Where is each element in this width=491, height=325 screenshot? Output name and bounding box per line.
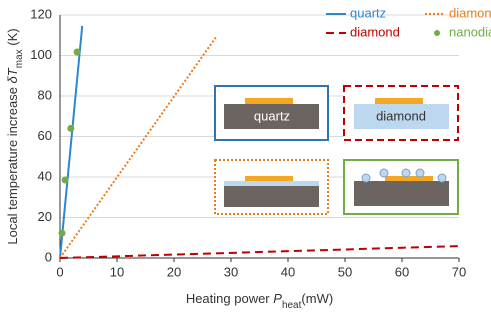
y-tick-label: 100	[30, 47, 52, 62]
substrate	[354, 181, 449, 206]
y-axis-title-part: δT	[5, 67, 20, 83]
x-axis-title-part: (mW)	[301, 291, 333, 306]
x-tick-label: 40	[281, 264, 295, 279]
insets: quartz diamond	[214, 85, 459, 215]
inset-label: quartz	[254, 108, 290, 123]
x-tick-label: 10	[110, 264, 124, 279]
x-tick-label: 0	[56, 264, 63, 279]
y-axis-title-part: (K)	[5, 28, 20, 49]
substrate	[224, 186, 319, 207]
particle	[361, 173, 371, 183]
substrate	[354, 104, 449, 129]
y-tick-label: 80	[38, 87, 52, 102]
data-point	[73, 48, 81, 56]
x-tick-label: 20	[167, 264, 181, 279]
series-line	[59, 25, 84, 259]
series-line	[59, 245, 460, 259]
legend-label: quartz	[350, 5, 386, 20]
legend-marker	[434, 30, 440, 36]
legend-label: diamond on quartz	[449, 5, 491, 20]
y-tick-label: 60	[38, 128, 52, 143]
y-tick-label: 120	[30, 6, 52, 21]
y-axis-title: Local temperature increase δTmax (K)	[5, 28, 25, 244]
x-axis-title-part: Heating power	[186, 291, 273, 306]
series-line	[59, 35, 218, 259]
heater	[375, 98, 423, 104]
y-tick-label: 20	[38, 209, 52, 224]
data-point	[61, 176, 69, 184]
substrate	[224, 104, 319, 129]
y-tick-label: 0	[45, 249, 52, 264]
x-tick-label: 70	[452, 264, 466, 279]
y-axis-title-part: Local temperature increase	[5, 83, 20, 244]
x-axis-title-part: heat	[282, 300, 302, 311]
particle	[379, 168, 389, 178]
legend-label: diamond	[350, 24, 400, 39]
film	[224, 181, 319, 186]
x-tick-label: 60	[395, 264, 409, 279]
heater	[385, 176, 433, 181]
x-tick-label: 30	[224, 264, 238, 279]
particle	[437, 173, 447, 183]
x-axis-title-part: P	[273, 291, 282, 306]
particle	[415, 168, 425, 178]
data-point	[58, 229, 66, 237]
particle	[401, 168, 411, 178]
y-axis-title-part: max	[14, 49, 25, 68]
heater	[245, 176, 293, 181]
y-tick-label: 40	[38, 168, 52, 183]
data-point	[67, 124, 75, 132]
x-axis-title: Heating power Pheat(mW)	[186, 291, 333, 311]
inset-label: diamond	[376, 108, 426, 123]
x-tick-label: 50	[338, 264, 352, 279]
legend-label: nanodiamonds	[449, 24, 491, 39]
heater	[245, 98, 293, 104]
